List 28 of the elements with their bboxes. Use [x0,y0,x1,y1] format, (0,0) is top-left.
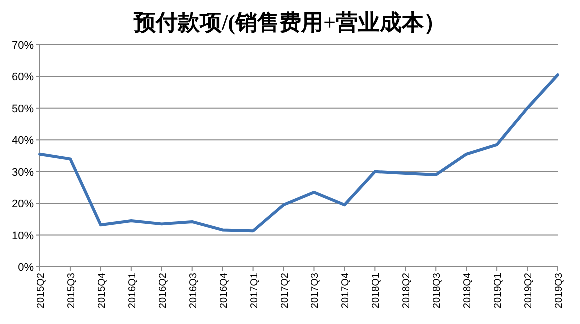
y-tick-label: 0% [18,262,34,274]
y-tick-label: 70% [12,40,34,52]
x-tick-label: 2019Q2 [524,272,535,309]
x-tick-label: 2016Q1 [127,272,138,309]
x-tick-label: 2015Q2 [36,272,47,309]
x-tick-label: 2018Q3 [432,272,444,309]
x-tick-label: 2018Q2 [402,272,413,309]
x-tick-label: 2016Q2 [158,272,169,309]
y-tick-label: 30% [12,166,34,179]
line-series [38,74,560,233]
y-tick-label: 20% [12,198,34,211]
x-tick-label: 2018Q1 [371,272,382,309]
x-tick-label: 2019Q1 [493,272,504,309]
x-tick-label: 2015Q3 [66,272,78,309]
x-tick-label: 2018Q4 [462,272,474,309]
x-tick-label: 2017Q1 [249,272,260,309]
x-tick-label: 2015Q4 [96,272,108,309]
x-tick-label: 2016Q3 [188,272,200,309]
chart-title: 预付款项/(销售费用+营业成本） [133,10,446,35]
y-tick-label: 60% [12,72,34,84]
x-tick-label: 2019Q3 [554,272,565,309]
x-tick-label: 2017Q4 [340,272,352,309]
x-tick-label: 2016Q4 [218,272,230,309]
y-tick-label: 50% [12,103,34,116]
y-tick-label: 10% [12,230,34,242]
y-tick-label: 40% [12,135,34,148]
x-tick-label: 2017Q2 [280,272,291,309]
x-tick-label: 2017Q3 [310,272,322,309]
